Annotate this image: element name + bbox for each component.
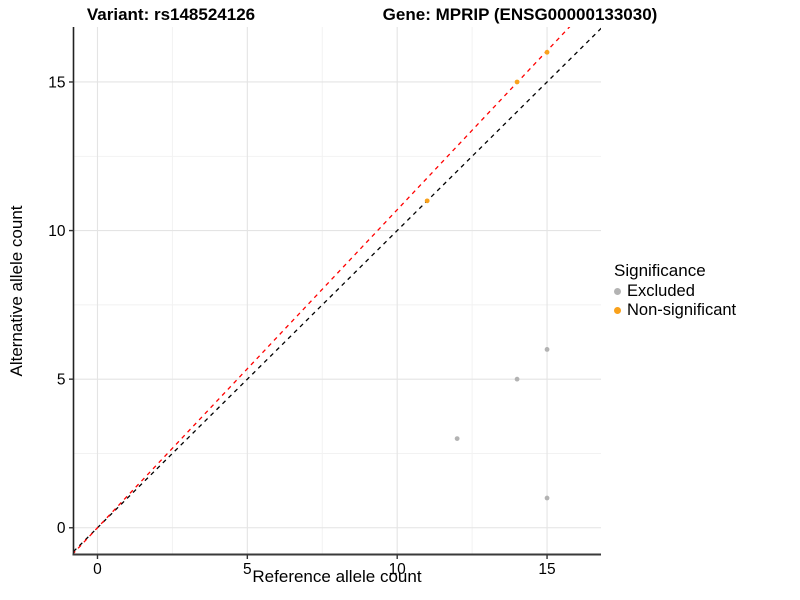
y-tick-label: 0 xyxy=(57,520,66,537)
identity-line xyxy=(73,27,601,553)
data-point-excluded xyxy=(514,376,520,382)
data-point-excluded xyxy=(544,495,550,501)
legend-title: Significance xyxy=(614,261,706,280)
y-tick-label: 5 xyxy=(57,372,66,389)
legend-item-non-significant: Non-significant xyxy=(614,301,736,320)
variant-title: Variant: rs148524126 xyxy=(86,5,256,24)
y-tick-label: 10 xyxy=(48,223,66,240)
y-axis-label: Alternative allele count xyxy=(7,205,26,377)
legend-item-label: Non-significant xyxy=(627,301,737,319)
excluded-dot-icon xyxy=(614,288,621,295)
data-point-non-significant xyxy=(544,49,550,55)
x-tick-label: 15 xyxy=(538,561,555,578)
data-point-non-significant xyxy=(514,79,520,85)
y-tick-label: 15 xyxy=(48,74,65,91)
data-point-non-significant xyxy=(424,198,430,204)
x-axis-label: Reference allele count xyxy=(252,567,422,586)
x-tick-label: 0 xyxy=(93,561,102,578)
data-point-excluded xyxy=(544,347,550,352)
non-significant-dot-icon xyxy=(614,307,621,314)
x-tick-label: 10 xyxy=(389,561,407,578)
legend-item-excluded: Excluded xyxy=(614,282,736,301)
legend: Significance Excluded Non-significant xyxy=(614,261,736,320)
gene-title: Gene: MPRIP (ENSG00000133030) xyxy=(382,5,658,24)
data-point-excluded xyxy=(454,436,460,441)
x-tick-label: 5 xyxy=(243,561,252,578)
fitted-line xyxy=(73,27,571,555)
legend-item-label: Excluded xyxy=(627,282,695,300)
